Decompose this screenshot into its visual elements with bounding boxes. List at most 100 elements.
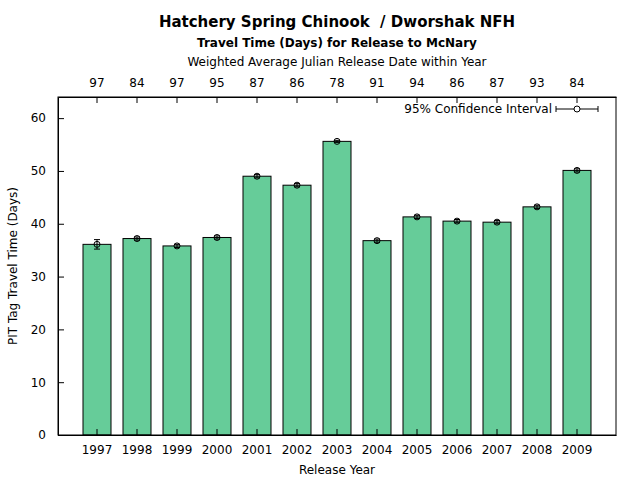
x-axis: 1997 1998 1999 2000 2001 2002 2003 2004 2005 2006…	[59, 429, 617, 457]
bar	[123, 239, 151, 435]
error-bar	[254, 173, 260, 179]
tick: 20	[31, 323, 64, 337]
y-axis-title: PIT Tag Travel Time (Days)	[6, 187, 20, 345]
tick-mark	[177, 429, 178, 435]
error-bar	[494, 219, 500, 225]
tick-mark	[137, 97, 138, 103]
tick-mark	[337, 97, 338, 103]
tick-label: 2005	[402, 443, 433, 457]
error-bar	[94, 240, 100, 250]
tick-label: 60	[31, 111, 46, 125]
error-bar-point	[414, 214, 420, 220]
tick-mark	[457, 429, 458, 435]
error-bar-point	[334, 138, 340, 144]
tick-mark	[257, 97, 258, 103]
tick-label: 94	[409, 76, 424, 90]
plot-frame	[58, 97, 616, 435]
tick: 2008	[522, 429, 553, 457]
tick: 87	[489, 76, 504, 103]
tick-label: 87	[249, 76, 264, 90]
tick-label: 86	[289, 76, 304, 90]
tick-label: 93	[529, 76, 544, 90]
tick: 2005	[402, 429, 433, 457]
bar	[83, 244, 111, 435]
error-bar-point	[574, 167, 580, 173]
tick-mark	[58, 224, 64, 225]
tick: 1998	[122, 429, 153, 457]
tick: 91	[369, 76, 384, 103]
bar	[243, 176, 271, 435]
error-bar	[574, 167, 580, 173]
error-bar	[454, 218, 460, 224]
tick: 94	[409, 76, 424, 103]
tick-mark	[297, 429, 298, 435]
error-bar	[334, 138, 340, 144]
error-bar-point	[254, 173, 260, 179]
error-bar	[374, 238, 380, 244]
tick-mark	[97, 97, 98, 103]
tick: 2006	[442, 429, 473, 457]
error-bar	[214, 234, 220, 240]
tick-label: 1997	[82, 443, 113, 457]
error-bar-point	[534, 204, 540, 210]
tick-mark	[297, 97, 298, 103]
tick-mark	[58, 171, 64, 172]
tick-mark	[217, 97, 218, 103]
tick-label: 10	[31, 376, 46, 390]
subtitle: Travel Time (Days) for Release to McNary	[197, 36, 477, 50]
tick: 2002	[282, 429, 313, 457]
tick-label: 86	[449, 76, 464, 90]
marks	[83, 138, 591, 435]
tick-label: 91	[369, 76, 384, 90]
top-axis-title: Weighted Average Julian Release Date wit…	[187, 55, 486, 69]
tick: 60	[31, 111, 64, 125]
bar	[523, 207, 551, 435]
tick-mark	[58, 329, 64, 330]
bar	[403, 217, 431, 435]
tick: 1999	[162, 429, 193, 457]
tick-label: 97	[169, 76, 184, 90]
tick-label: 2003	[322, 443, 353, 457]
tick-label: 2001	[242, 443, 273, 457]
axis-line	[58, 98, 59, 436]
tick: 2000	[202, 429, 233, 457]
tick-label: 1999	[162, 443, 193, 457]
tick: 2001	[242, 429, 273, 457]
title: Hatchery Spring Chinook / Dworshak NFH	[159, 13, 515, 31]
error-bar-point	[214, 234, 220, 240]
tick: 84	[129, 76, 144, 103]
tick-label: 97	[89, 76, 104, 90]
tick-mark	[177, 97, 178, 103]
error-bar	[174, 243, 180, 249]
tick-mark	[577, 429, 578, 435]
error-bar-point	[374, 238, 380, 244]
tick-label: 2007	[482, 443, 513, 457]
tick-label: 1998	[122, 443, 153, 457]
axis-line	[59, 435, 617, 436]
tick-label: 2009	[562, 443, 593, 457]
x-axis-title: Release Year	[299, 463, 375, 477]
bar	[483, 222, 511, 435]
tick: 30	[31, 270, 64, 284]
tick: 97	[169, 76, 184, 103]
tick: 2007	[482, 429, 513, 457]
error-bar-point	[134, 236, 140, 242]
error-bar	[414, 214, 420, 220]
tick: 10	[31, 376, 64, 390]
tick: 2009	[562, 429, 593, 457]
tick: 87	[249, 76, 264, 103]
bar	[363, 241, 391, 435]
tick-mark	[377, 429, 378, 435]
legend-symbol	[556, 106, 557, 112]
bar	[443, 221, 471, 435]
bar	[323, 141, 351, 435]
plot: 0102030405060199719981999200020012002200…	[31, 76, 617, 457]
tick-mark	[257, 429, 258, 435]
tick: 2004	[362, 429, 393, 457]
tick-mark	[217, 429, 218, 435]
chart: Hatchery Spring Chinook / Dworshak NFH Tr…	[0, 0, 640, 480]
tick: 93	[529, 76, 544, 103]
error-bar-point	[174, 243, 180, 249]
tick-label: 50	[31, 164, 46, 178]
legend-symbol	[574, 106, 580, 112]
